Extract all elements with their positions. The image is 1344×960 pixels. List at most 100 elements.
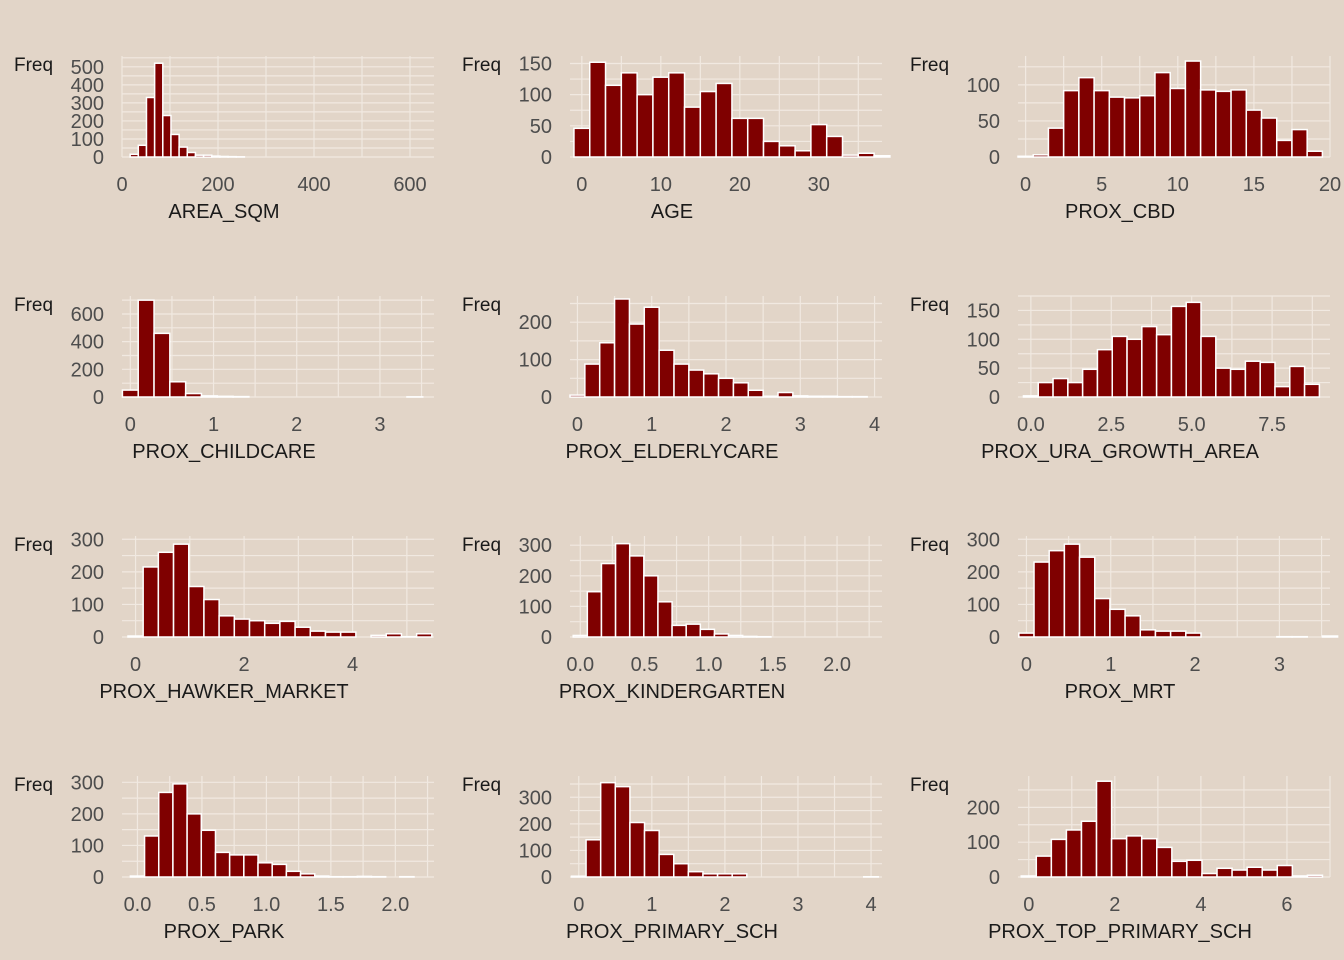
histogram-bar (702, 373, 720, 398)
histogram-bar (702, 873, 719, 878)
histogram-bar (243, 854, 259, 878)
histogram-bar (1186, 859, 1203, 878)
histogram-bar (1032, 154, 1050, 158)
y-tick-label: 0 (541, 147, 552, 169)
histogram-bar (1108, 96, 1126, 158)
histogram-svg: 0 1 2 3 4 0 100 200 300 (519, 776, 882, 916)
histogram-bar (1276, 864, 1294, 878)
histogram-bar (600, 562, 617, 638)
x-tick-label: 2 (1109, 894, 1120, 916)
x-axis-label: PROX_ELDERLYCARE (565, 441, 779, 463)
x-tick-label: 2.0 (381, 894, 409, 916)
histogram-svg: 0 5 10 15 20 0 50 100 (967, 56, 1341, 196)
histogram-bar (200, 829, 217, 878)
histogram-bar (731, 117, 749, 158)
histogram-bar (1139, 629, 1157, 638)
x-tick-label: 4 (347, 654, 358, 676)
histogram-bar (628, 323, 646, 398)
x-tick-label: 200 (201, 174, 234, 196)
histogram-bar (153, 62, 164, 158)
histogram-bar (741, 635, 758, 638)
histogram-bar (599, 781, 617, 878)
x-axis-label: PROX_CHILDCARE (132, 441, 316, 463)
histogram-bar (162, 114, 172, 158)
histogram-bar (732, 382, 750, 398)
histogram-bar (806, 395, 824, 398)
histogram-bar (569, 394, 586, 398)
x-tick-label: 10 (650, 174, 672, 196)
histogram-bar (313, 875, 330, 878)
histogram-bar (841, 154, 860, 158)
x-tick-label: 2.5 (1097, 414, 1125, 436)
histogram-bar (385, 632, 403, 638)
y-tick-label: 200 (519, 566, 552, 588)
histogram-bar (1140, 837, 1158, 878)
y-tick-label: 100 (519, 85, 552, 107)
y-tick-label: 150 (967, 300, 1000, 322)
histogram-bar (1274, 385, 1291, 398)
histogram-bar (1171, 860, 1188, 878)
y-tick-label: 300 (71, 93, 104, 115)
histogram-bar (218, 615, 236, 638)
y-tick-label: 400 (71, 332, 104, 354)
histogram-bar (1020, 875, 1038, 878)
x-tick-label: 1 (646, 414, 657, 436)
y-tick-label: 100 (519, 596, 552, 618)
x-tick-label: 5 (1096, 174, 1107, 196)
histogram-bar (137, 299, 155, 398)
histogram-bar (356, 875, 373, 878)
histogram-bar (172, 783, 188, 878)
histogram-bar (137, 144, 148, 158)
histogram-bar (1093, 597, 1111, 638)
y-axis-label: Freq (462, 55, 502, 76)
histogram-bar (1037, 381, 1054, 398)
x-axis-label: PROX_MRT (1064, 681, 1176, 703)
y-tick-label: 300 (71, 772, 104, 794)
histogram-bar (613, 298, 631, 398)
histogram-bar (1123, 97, 1141, 158)
histogram-bar (370, 634, 388, 638)
y-tick-label: 0 (989, 147, 1000, 169)
histogram-panel: 0 200 400 600 0 100 200 300 400 500 Freq AREA_SQM (0, 0, 448, 240)
y-tick-label: 200 (71, 359, 104, 381)
histogram-panel: 0 5 10 15 20 0 50 100 Freq PROX_CBD (896, 0, 1344, 240)
histogram-bar (658, 853, 675, 878)
x-tick-label: 0 (130, 654, 141, 676)
histogram-bar (1185, 301, 1202, 398)
histogram-svg: 0.0 0.5 1.0 1.5 2.0 0 100 200 300 (519, 535, 882, 676)
histogram-bar (636, 93, 654, 158)
y-tick-label: 200 (71, 804, 104, 826)
histogram-bar (1303, 383, 1321, 398)
x-axis-label: PROX_URA_GROWTH_AREA (981, 441, 1259, 463)
histogram-bar (629, 821, 646, 878)
histogram-bar (1062, 89, 1080, 158)
histogram-panel: 0 2 4 0 100 200 300 Freq PROX_HAWKER_MARKET (0, 480, 448, 720)
histogram-bar (211, 155, 221, 158)
histogram-bar (309, 630, 327, 638)
x-tick-label: 1.0 (252, 894, 280, 916)
histogram-bar (145, 96, 156, 158)
histogram-bar (324, 631, 342, 638)
x-tick-label: 0 (572, 414, 583, 436)
histogram-bar (172, 543, 190, 638)
histogram-svg: 0.0 2.5 5.0 7.5 0 50 100 150 (967, 295, 1330, 436)
histogram-bar (1155, 333, 1173, 398)
x-tick-label: 1 (208, 414, 219, 436)
x-tick-label: 30 (808, 174, 830, 196)
histogram-bar (715, 82, 733, 158)
x-tick-label: 1 (1105, 654, 1116, 676)
histogram-bar (604, 84, 623, 158)
histogram-bar (1169, 630, 1187, 638)
y-axis-label: Freq (462, 535, 502, 556)
histogram-bar (1063, 543, 1081, 638)
y-tick-label: 0 (541, 387, 552, 409)
histogram-bar (1067, 381, 1084, 398)
histogram-bar (1231, 869, 1248, 878)
histogram-bar (1200, 335, 1217, 398)
histogram-panel: 0 10 20 30 0 50 100 150 Freq AGE (448, 0, 896, 240)
histogram-bar (762, 140, 781, 158)
histogram-bar (186, 813, 203, 878)
histogram-bar (1048, 549, 1066, 638)
x-tick-label: 5.0 (1178, 414, 1206, 436)
